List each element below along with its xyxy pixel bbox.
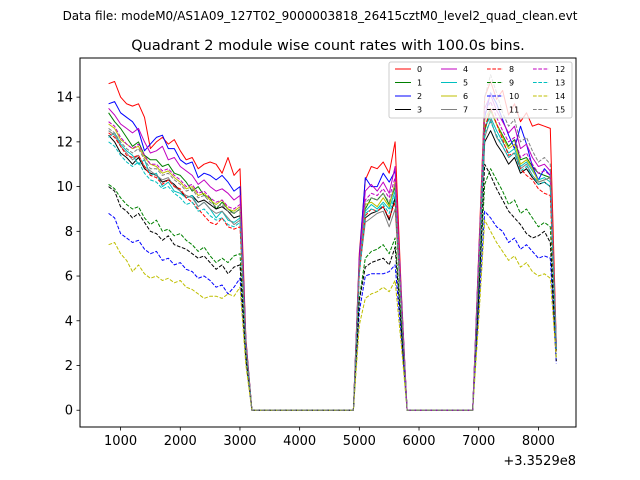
y-tick-label: 6 xyxy=(65,270,73,285)
legend-label: 5 xyxy=(463,79,468,88)
legend-label: 6 xyxy=(463,92,468,101)
legend-label: 2 xyxy=(417,92,422,101)
y-tick-label: 14 xyxy=(56,91,73,106)
y-tick-label: 0 xyxy=(65,404,73,419)
x-offset-label: +3.3529e8 xyxy=(503,454,576,469)
legend-label: 14 xyxy=(555,92,565,101)
x-tick-label: 3000 xyxy=(223,434,256,449)
y-tick-label: 8 xyxy=(65,225,73,240)
figure-suptitle: Data file: modeM0/AS1A09_127T02_90000038… xyxy=(63,9,578,23)
x-axis: 1000 2000 3000 4000 5000 6000 7000 8000 xyxy=(104,427,555,449)
y-tick-label: 10 xyxy=(56,180,73,195)
legend-label: 8 xyxy=(509,65,514,74)
series-line-15 xyxy=(108,74,557,411)
legend-label: 15 xyxy=(555,106,565,115)
legend-label: 1 xyxy=(417,79,422,88)
chart-title: Quadrant 2 module wise count rates with … xyxy=(131,38,525,54)
legend-label: 4 xyxy=(463,65,468,74)
legend-label: 9 xyxy=(509,79,514,88)
series-layer xyxy=(108,74,557,411)
y-tick-label: 12 xyxy=(56,135,73,150)
legend-label: 12 xyxy=(555,65,565,74)
x-tick-label: 2000 xyxy=(164,434,197,449)
legend-label: 11 xyxy=(509,106,519,115)
x-tick-label: 1000 xyxy=(104,434,137,449)
legend-label: 10 xyxy=(509,92,519,101)
x-tick-label: 6000 xyxy=(402,434,435,449)
legend-label: 7 xyxy=(463,106,468,115)
x-tick-label: 8000 xyxy=(522,434,555,449)
legend-label: 0 xyxy=(417,65,422,74)
legend-label: 13 xyxy=(555,79,565,88)
y-tick-label: 2 xyxy=(65,359,73,374)
x-tick-label: 4000 xyxy=(283,434,316,449)
x-tick-label: 7000 xyxy=(462,434,495,449)
y-axis: 0 2 4 6 8 10 12 14 xyxy=(56,91,80,419)
y-tick-label: 4 xyxy=(65,314,73,329)
legend-label: 3 xyxy=(417,106,422,115)
legend-box xyxy=(388,61,573,119)
x-tick-label: 5000 xyxy=(343,434,376,449)
plot-area-frame xyxy=(79,57,577,428)
